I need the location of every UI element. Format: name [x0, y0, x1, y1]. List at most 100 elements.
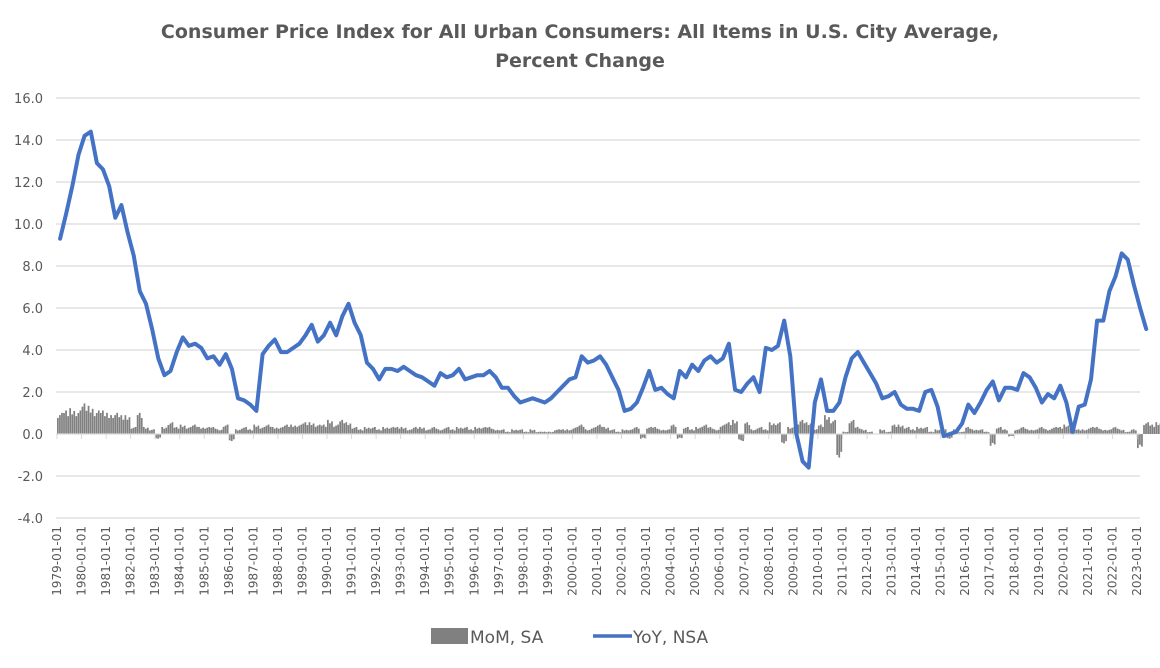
x-axis-tick-marks	[56, 434, 1138, 439]
mom-bar	[112, 417, 114, 434]
mom-bar	[637, 428, 640, 434]
mom-bar	[361, 430, 364, 434]
mom-bar	[263, 426, 266, 434]
mom-bar	[697, 428, 699, 434]
mom-bar	[928, 431, 931, 434]
mom-bar	[122, 419, 125, 434]
x-tick-label: 1998-01-01	[516, 526, 530, 596]
mom-bar	[478, 427, 481, 434]
mom-bar	[183, 425, 186, 434]
mom-bar	[914, 430, 916, 434]
mom-bar	[108, 417, 110, 434]
mom-bar	[832, 421, 834, 434]
legend: MoM, SA YoY, NSA	[431, 628, 709, 648]
mom-bar	[533, 429, 536, 434]
mom-bar	[899, 426, 902, 434]
mom-bar	[828, 417, 830, 434]
mom-bar	[445, 427, 448, 434]
mom-bar	[574, 427, 577, 434]
mom-bar	[924, 427, 927, 434]
mom-bar	[605, 428, 607, 434]
mom-bar	[1149, 425, 1152, 434]
mom-bar	[437, 429, 440, 434]
mom-bar	[781, 434, 783, 443]
chart-title-line-1: Consumer Price Index for All Urban Consu…	[161, 21, 999, 43]
mom-bar	[607, 427, 609, 434]
mom-bar	[603, 426, 605, 434]
mom-bar	[218, 430, 221, 434]
mom-bar	[261, 427, 264, 434]
x-tick-label: 2022-01-01	[1105, 526, 1119, 596]
mom-bar	[329, 423, 331, 434]
mom-bar	[742, 434, 744, 442]
mom-bar	[380, 430, 382, 434]
mom-bar	[1106, 430, 1109, 434]
mom-bar	[729, 425, 732, 434]
mom-bar	[725, 423, 728, 434]
x-tick-label: 2003-01-01	[639, 526, 653, 596]
mom-bar	[662, 429, 665, 434]
mom-bar	[378, 429, 380, 434]
mom-bar	[887, 431, 890, 434]
mom-bar	[144, 428, 147, 434]
mom-bar	[846, 431, 849, 434]
mom-bar	[1053, 427, 1055, 434]
mom-bar	[222, 426, 225, 434]
mom-bar	[985, 431, 988, 434]
mom-bar	[435, 428, 438, 434]
mom-bar	[885, 432, 888, 434]
legend-item-yoy[interactable]: YoY, NSA	[593, 628, 709, 648]
mom-bar	[736, 421, 738, 434]
mom-bar	[106, 412, 108, 434]
mom-bar	[1026, 429, 1029, 434]
mom-bar	[1098, 428, 1100, 434]
mom-bar	[652, 427, 654, 434]
mom-bar	[271, 426, 274, 434]
mom-bar	[61, 412, 63, 434]
mom-bar	[609, 430, 612, 434]
mom-bar	[627, 430, 630, 434]
mom-bar	[120, 415, 123, 434]
mom-bar	[69, 408, 72, 434]
mom-bar	[290, 424, 292, 434]
mom-bar	[803, 423, 806, 434]
mom-bar	[337, 424, 339, 434]
legend-item-mom[interactable]: MoM, SA	[431, 628, 544, 648]
mom-bar	[255, 426, 258, 434]
mom-bar	[848, 423, 851, 434]
mom-bar	[187, 427, 190, 434]
mom-bar	[206, 427, 209, 434]
mom-bar	[500, 429, 503, 434]
mom-bar	[842, 431, 845, 434]
mom-bar	[83, 403, 86, 434]
mom-bar	[200, 428, 202, 434]
mom-bar	[754, 429, 757, 434]
x-tick-label: 2004-01-01	[664, 526, 678, 596]
mom-bar	[314, 426, 317, 434]
mom-bar	[247, 429, 249, 434]
mom-bar	[977, 430, 980, 434]
mom-bar	[251, 430, 254, 434]
mom-bar	[584, 429, 587, 434]
mom-bar	[267, 424, 270, 434]
mom-bar	[1022, 426, 1025, 434]
mom-bar	[386, 427, 389, 434]
mom-bar	[277, 428, 280, 434]
mom-bar	[214, 428, 217, 434]
mom-bar	[333, 426, 335, 434]
x-tick-label: 2005-01-01	[688, 526, 702, 596]
mom-bar	[1032, 430, 1035, 434]
mom-bar	[384, 428, 387, 434]
mom-bar	[850, 421, 853, 434]
mom-bar	[629, 429, 632, 434]
mom-bar	[87, 405, 90, 434]
mom-bar	[243, 427, 245, 434]
mom-bar	[1102, 430, 1104, 434]
mom-bar	[1132, 429, 1135, 434]
mom-bar	[459, 427, 462, 434]
x-tick-label: 2018-01-01	[1007, 526, 1021, 596]
mom-bar	[425, 430, 427, 434]
mom-bar	[1126, 431, 1129, 434]
mom-bar	[67, 416, 69, 434]
mom-bar	[421, 428, 423, 434]
